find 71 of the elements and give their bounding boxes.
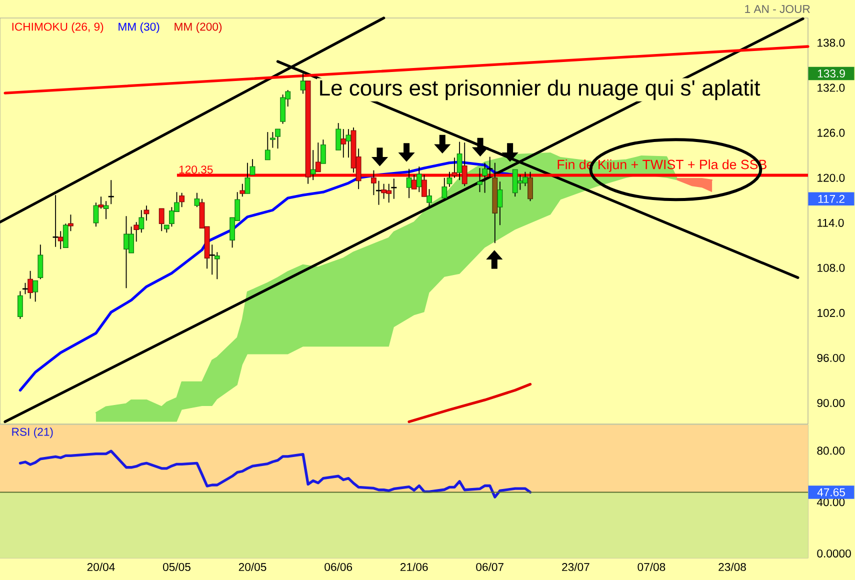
text: 1 AN - JOUR bbox=[745, 4, 810, 13]
line-series bbox=[408, 382, 532, 424]
candlestick bbox=[320, 139, 326, 164]
ref-line-label: 120.35 bbox=[179, 166, 213, 174]
candlestick bbox=[250, 158, 256, 176]
candlestick bbox=[462, 142, 468, 187]
candlestick bbox=[244, 162, 250, 194]
candlestick bbox=[194, 192, 200, 208]
y-tick-label: 108.0 bbox=[818, 264, 845, 272]
candlestick bbox=[179, 192, 185, 208]
candlestick bbox=[497, 181, 503, 226]
y-tick-label: 138.0 bbox=[818, 38, 845, 47]
x-tick-label: 06/07 bbox=[476, 562, 504, 572]
x-tick-label: 06/06 bbox=[324, 562, 352, 572]
candlestick bbox=[38, 244, 44, 280]
y-tick-label: 114.0 bbox=[818, 218, 844, 227]
x-tick-label: 21/06 bbox=[400, 562, 428, 572]
candlestick bbox=[264, 132, 270, 160]
candlestick bbox=[442, 177, 448, 199]
candlestick bbox=[336, 122, 342, 151]
y-tick-label: 96.00 bbox=[817, 354, 845, 362]
y-tick-label: 0.0000 bbox=[817, 549, 851, 558]
y-tick-label: 126.0 bbox=[818, 128, 845, 137]
text: 133.9 bbox=[818, 70, 845, 78]
candlestick bbox=[426, 188, 432, 208]
candlestick bbox=[340, 128, 346, 158]
candlestick bbox=[346, 128, 352, 158]
candlestick bbox=[240, 183, 246, 198]
annotation: ICHIMOKU (26, 9) bbox=[12, 22, 104, 33]
candlestick bbox=[108, 180, 115, 205]
candlestick bbox=[68, 214, 74, 232]
x-tick-label: 20/05 bbox=[238, 562, 266, 572]
x-tick-label: 23/08 bbox=[718, 562, 746, 572]
candlestick bbox=[375, 180, 382, 206]
annotation: Le cours est prisonnier du nuage qui s' aplatit bbox=[320, 80, 760, 100]
candlestick bbox=[452, 157, 458, 178]
candlestick bbox=[477, 168, 482, 193]
x-tick-label: 23/07 bbox=[562, 562, 590, 572]
candlestick bbox=[416, 166, 422, 193]
candlestick bbox=[446, 171, 452, 188]
x-tick-label: 20/04 bbox=[87, 562, 115, 572]
candlestick bbox=[406, 168, 412, 199]
series-label: RSI (21) bbox=[12, 428, 53, 438]
y-tick-label: 80.00 bbox=[817, 446, 845, 455]
candlestick bbox=[528, 171, 533, 202]
text: MM (30) bbox=[118, 22, 160, 33]
candlestick bbox=[134, 222, 140, 242]
candlestick bbox=[315, 142, 321, 172]
candlestick bbox=[390, 178, 398, 200]
candlestick bbox=[18, 290, 23, 320]
candlestick bbox=[93, 202, 99, 228]
y-tick-label: 132.0 bbox=[818, 84, 845, 92]
y-tick-label: 40.00 bbox=[816, 498, 845, 506]
candlestick bbox=[208, 244, 216, 276]
candlestick bbox=[310, 150, 316, 181]
ref-line-label: 47.65 bbox=[817, 488, 845, 496]
candlestick bbox=[103, 200, 109, 220]
text: MM (200) bbox=[174, 22, 222, 33]
candlestick bbox=[371, 170, 376, 196]
text: 117.2 bbox=[818, 194, 844, 203]
candlestick bbox=[32, 280, 38, 302]
candlestick bbox=[422, 174, 427, 198]
y-tick-label: 102.0 bbox=[818, 308, 845, 317]
candlestick bbox=[98, 196, 104, 210]
candlestick bbox=[158, 208, 164, 232]
y-tick-label: 120.0 bbox=[818, 174, 845, 182]
y-tick-label: 90.00 bbox=[817, 398, 845, 407]
candlestick bbox=[300, 73, 306, 94]
x-tick-label: 05/05 bbox=[163, 562, 190, 572]
candlestick bbox=[22, 282, 29, 295]
x-tick-label: 07/08 bbox=[638, 562, 666, 572]
